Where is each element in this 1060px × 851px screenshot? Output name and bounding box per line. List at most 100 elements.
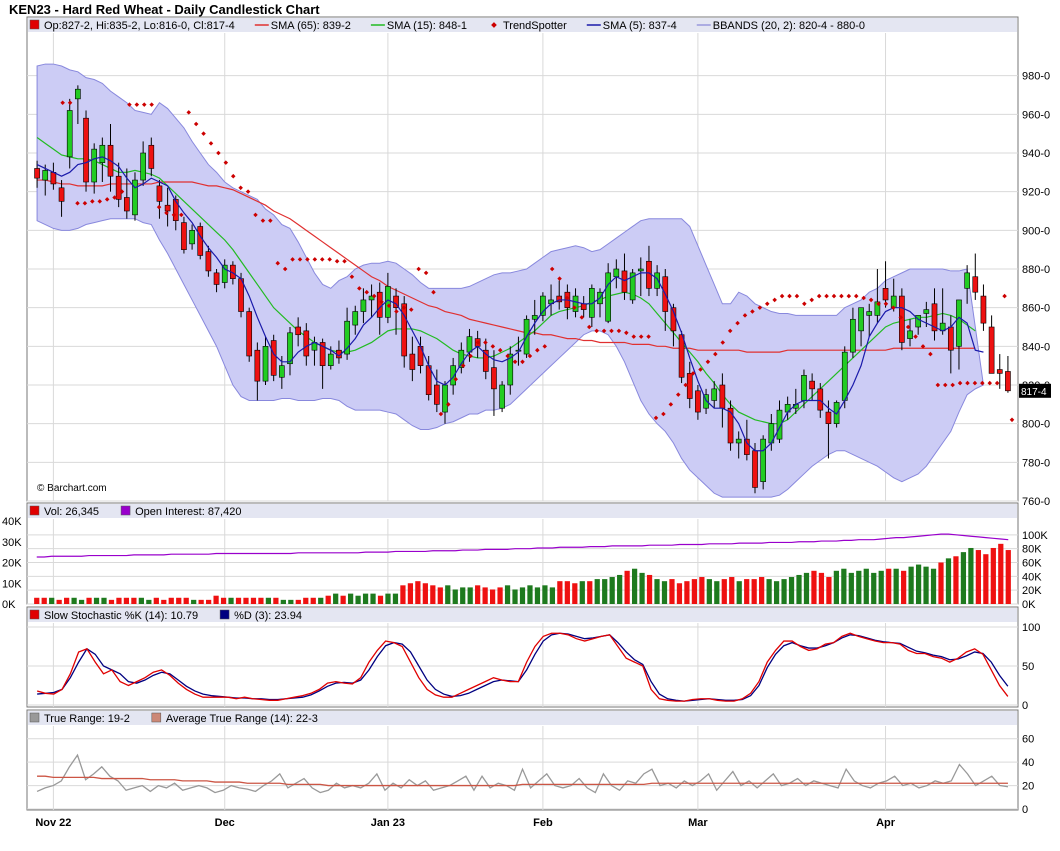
candle-body: [678, 334, 685, 378]
trendspotter-dot: [549, 266, 555, 272]
legend-item: SMA (15): 848-1: [370, 20, 467, 32]
candle: [727, 400, 734, 451]
candle-body: [499, 384, 505, 409]
tr-tick-label: 20: [1022, 781, 1034, 793]
volume-bar: [706, 579, 712, 604]
candle: [866, 303, 873, 337]
candle-body: [148, 144, 155, 169]
volume-bar: [131, 597, 137, 604]
candle: [75, 85, 81, 124]
trendspotter-dot: [542, 344, 548, 349]
x-axis-date-label: Dec: [215, 817, 235, 829]
price-tick-label: 920-0: [1022, 187, 1050, 199]
volume-bar: [549, 587, 556, 604]
trendspotter-dot: [408, 307, 414, 312]
trendspotter-dot: [572, 305, 577, 310]
volume-bar: [736, 581, 742, 604]
volume-bar: [594, 579, 600, 604]
candle-body: [123, 197, 130, 212]
candle: [262, 336, 269, 385]
candle-body: [132, 179, 138, 216]
x-axis-date-label: Mar: [688, 817, 708, 829]
volume-bar: [564, 581, 570, 604]
price-tick-label: 900-0: [1022, 225, 1050, 237]
volume-bar: [863, 568, 869, 604]
candle-body: [972, 276, 979, 293]
volume-bar: [430, 585, 436, 604]
candle-body: [686, 373, 693, 399]
volume-bar: [258, 597, 264, 604]
candle-body: [540, 295, 546, 316]
candle-body: [401, 303, 408, 357]
candle-body: [719, 384, 726, 409]
trendspotter-dot: [483, 340, 488, 345]
volume-bar: [385, 593, 391, 604]
trendspotter-dot: [764, 301, 770, 307]
legend-item: BBANDS (20, 2): 820-4 - 880-0: [696, 20, 865, 32]
candle: [850, 307, 856, 358]
candle: [352, 305, 359, 335]
candle-body: [246, 311, 253, 357]
volume-bar: [295, 599, 301, 604]
candle-body: [695, 390, 701, 413]
volume-right-tick: 40K: [1022, 571, 1042, 583]
trendspotter-dot: [698, 367, 703, 372]
volume-bar: [333, 593, 339, 604]
candle-body: [172, 199, 179, 221]
price-tick-label: 960-0: [1022, 109, 1050, 121]
volume-bar: [482, 587, 488, 604]
volume-bar: [998, 543, 1004, 604]
candle: [572, 288, 579, 318]
volume-bar: [729, 577, 735, 604]
trendspotter-dot: [379, 299, 384, 305]
x-axis-date-label: Apr: [876, 817, 896, 829]
volume-bar: [893, 568, 899, 604]
trendspotter-dot: [668, 402, 674, 407]
trendspotter-dot: [616, 328, 622, 334]
candle-body: [156, 185, 163, 202]
price-tick-label: 840-0: [1022, 341, 1050, 353]
candle-body: [262, 346, 269, 382]
trendspotter-dot: [713, 351, 718, 357]
candle: [899, 288, 905, 351]
candle-body: [637, 268, 644, 272]
candle-body: [458, 349, 465, 368]
candle-body: [213, 272, 220, 285]
price-tick-label: 980-0: [1022, 71, 1050, 83]
trendspotter-dot: [942, 382, 948, 388]
trendspotter-dot: [490, 344, 496, 349]
volume-bar: [811, 570, 817, 604]
volume-bar: [624, 570, 630, 604]
volume-bar: [609, 577, 615, 604]
trendspotter-dot: [720, 340, 726, 345]
candle: [760, 435, 766, 490]
trendspotter-dot: [290, 257, 295, 262]
volume-bar: [377, 595, 384, 604]
trendspotter-dot: [638, 334, 644, 339]
candle: [507, 346, 514, 395]
volume-bar: [661, 581, 668, 604]
volume-bar: [86, 597, 92, 604]
volume-bar: [557, 581, 563, 604]
volume-bar: [841, 568, 847, 604]
candle: [254, 342, 261, 401]
trendspotter-dot: [779, 293, 785, 299]
trendspotter-dot: [520, 359, 525, 365]
candle-body: [776, 409, 783, 440]
trendspotter-dot: [342, 259, 347, 264]
trendspotter-dot: [816, 293, 822, 299]
trendspotter-dot: [438, 411, 444, 417]
candle-body: [907, 330, 913, 339]
candle: [988, 315, 995, 374]
trendspotter-dot: [319, 257, 325, 262]
candle: [654, 265, 660, 297]
candle: [434, 369, 440, 413]
trendspotter-dot: [883, 301, 889, 307]
candle: [499, 381, 505, 413]
trendspotter-dot: [416, 266, 421, 272]
candle: [156, 180, 163, 219]
candle-body: [703, 394, 709, 409]
candle: [931, 288, 938, 341]
candle: [360, 288, 367, 324]
